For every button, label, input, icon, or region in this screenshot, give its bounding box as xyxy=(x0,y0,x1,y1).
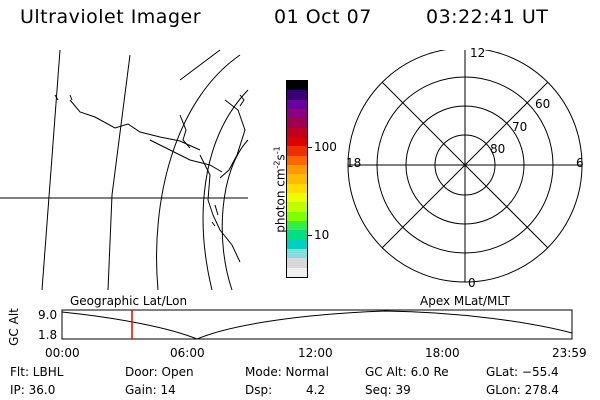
mlt-label-12: 12 xyxy=(470,46,486,60)
colorbar-swatch xyxy=(287,164,307,175)
mlt-label-6: 6 xyxy=(576,156,584,170)
colorbar-swatch xyxy=(287,192,307,203)
colorbar-swatch xyxy=(287,81,307,91)
geographic-map xyxy=(0,49,249,290)
track-xtick-1: 06:00 xyxy=(170,346,205,360)
orbit-track-plot xyxy=(61,309,573,340)
colorbar-swatch xyxy=(287,202,307,212)
colorbar-tick-10 xyxy=(307,235,312,236)
mlt-label-18: 18 xyxy=(346,156,362,170)
info-door: Door: Open xyxy=(125,365,194,379)
track-ytick-bottom: 1.8 xyxy=(38,328,58,342)
info-gain: Gain: 14 xyxy=(125,383,176,397)
track-xtick-0: 00:00 xyxy=(45,346,80,360)
track-label-apex: Apex MLat/MLT xyxy=(420,294,510,308)
colorbar-swatch xyxy=(287,127,307,137)
colorbar-swatch xyxy=(287,220,307,231)
polar-dial xyxy=(347,50,583,283)
colorbar-swatch xyxy=(287,211,307,221)
info-seq: Seq: 39 xyxy=(365,383,411,397)
header-time: 03:22:41 UT xyxy=(426,6,549,28)
colorbar-tick-label-10: 10 xyxy=(314,228,330,242)
colorbar-swatch xyxy=(287,108,307,119)
mlat-label-60: 60 xyxy=(535,97,551,111)
colorbar-swatch xyxy=(287,90,307,100)
colorbar-swatch xyxy=(287,99,307,109)
track-ytick-top: 9.0 xyxy=(38,308,58,322)
mlat-label-80: 80 xyxy=(490,142,506,156)
mlat-label-70: 70 xyxy=(512,120,528,134)
colorbar-swatch xyxy=(287,146,307,156)
track-xtick-3: 18:00 xyxy=(425,346,460,360)
info-gcalt: GC Alt: 6.0 Re xyxy=(365,365,449,379)
track-ylabel: GC Alt xyxy=(7,308,21,346)
colorbar-swatch xyxy=(287,239,307,249)
altitude-curve xyxy=(61,310,573,340)
info-flt: Flt: LBHL xyxy=(10,365,64,379)
colorbar-swatch xyxy=(287,136,307,147)
colorbar-swatch xyxy=(287,267,307,277)
header-date: 01 Oct 07 xyxy=(274,6,372,28)
info-ip: IP: 36.0 xyxy=(10,383,56,397)
info-glon: GLon: 278.4 xyxy=(486,383,559,397)
colorbar-tick-100 xyxy=(307,147,312,148)
info-dsp-value: 4.2 xyxy=(306,383,326,397)
colorbar-tick-label-100: 100 xyxy=(314,140,337,154)
track-xtick-4: 23:59 xyxy=(552,346,587,360)
mlt-label-0: 0 xyxy=(468,276,476,290)
info-mode: Mode: Normal xyxy=(245,365,329,379)
colorbar-swatch xyxy=(287,183,307,193)
colorbar-swatch xyxy=(287,258,307,268)
track-xtick-2: 12:00 xyxy=(298,346,333,360)
info-glat: GLat: −55.4 xyxy=(486,365,559,379)
colorbar-label: photon cm-2s-1 xyxy=(272,146,288,233)
info-dsp-label: Dsp: xyxy=(245,383,273,397)
colorbar xyxy=(286,80,308,278)
colorbar-swatch xyxy=(287,248,307,259)
colorbar-swatch xyxy=(287,230,307,240)
app-title: Ultraviolet Imager xyxy=(20,6,202,28)
colorbar-swatch xyxy=(287,155,307,165)
colorbar-swatch xyxy=(287,118,307,128)
track-label-geographic: Geographic Lat/Lon xyxy=(70,294,188,308)
colorbar-swatch xyxy=(287,174,307,184)
